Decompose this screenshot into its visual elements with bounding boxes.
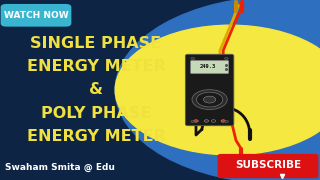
FancyBboxPatch shape — [191, 60, 229, 74]
Circle shape — [115, 0, 320, 180]
Text: SINGLE PHASE: SINGLE PHASE — [30, 36, 162, 51]
Circle shape — [211, 120, 216, 122]
Text: &: & — [89, 82, 103, 98]
Circle shape — [196, 92, 223, 107]
FancyBboxPatch shape — [218, 154, 318, 178]
FancyBboxPatch shape — [1, 4, 71, 27]
Text: SUBSCRIBE: SUBSCRIBE — [235, 160, 301, 170]
Text: ENERGY METER: ENERGY METER — [27, 59, 165, 74]
Circle shape — [192, 90, 227, 109]
Circle shape — [225, 57, 228, 60]
Circle shape — [204, 96, 216, 103]
FancyBboxPatch shape — [186, 54, 234, 126]
Circle shape — [191, 57, 195, 60]
Text: Swaham Smita @ Edu: Swaham Smita @ Edu — [5, 163, 115, 172]
Text: ENERGY METER: ENERGY METER — [27, 129, 165, 144]
Circle shape — [191, 120, 195, 123]
Text: WATCH NOW: WATCH NOW — [4, 11, 68, 20]
Circle shape — [221, 120, 225, 122]
Text: POLY PHASE: POLY PHASE — [41, 106, 151, 121]
Text: 249.3: 249.3 — [200, 64, 216, 69]
Circle shape — [204, 120, 209, 122]
Circle shape — [115, 25, 320, 155]
Circle shape — [194, 120, 198, 122]
Circle shape — [225, 120, 228, 123]
